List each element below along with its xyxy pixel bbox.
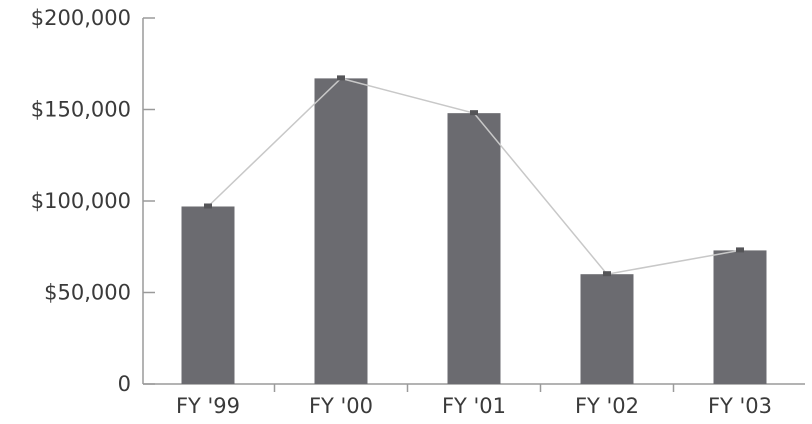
line-point bbox=[736, 247, 744, 253]
x-tick-label: FY '03 bbox=[708, 394, 772, 418]
y-tick-label: $150,000 bbox=[31, 98, 131, 122]
line-point bbox=[470, 110, 478, 116]
y-tick-label: $100,000 bbox=[31, 189, 131, 213]
x-axis: FY '99 FY '00 FY '01 FY '02 FY '03 bbox=[143, 383, 805, 418]
bar bbox=[580, 274, 634, 384]
y-tick-label: 0 bbox=[118, 372, 131, 396]
y-axis: 0 $50,000 $100,000 $150,000 $200,000 bbox=[31, 6, 155, 396]
bar bbox=[314, 78, 368, 384]
bar bbox=[181, 206, 235, 384]
bars bbox=[181, 78, 767, 384]
x-tick-label: FY '99 bbox=[176, 394, 240, 418]
bar bbox=[447, 113, 501, 384]
line-point bbox=[603, 271, 611, 277]
y-tick-label: $200,000 bbox=[31, 6, 131, 30]
overlay-line bbox=[204, 75, 744, 277]
x-tick-label: FY '01 bbox=[442, 394, 506, 418]
line-point bbox=[337, 75, 345, 81]
x-tick-label: FY '02 bbox=[575, 394, 639, 418]
bar bbox=[713, 250, 767, 384]
y-tick-label: $50,000 bbox=[44, 281, 131, 305]
line-point bbox=[204, 203, 212, 209]
x-tick-label: FY '00 bbox=[309, 394, 373, 418]
